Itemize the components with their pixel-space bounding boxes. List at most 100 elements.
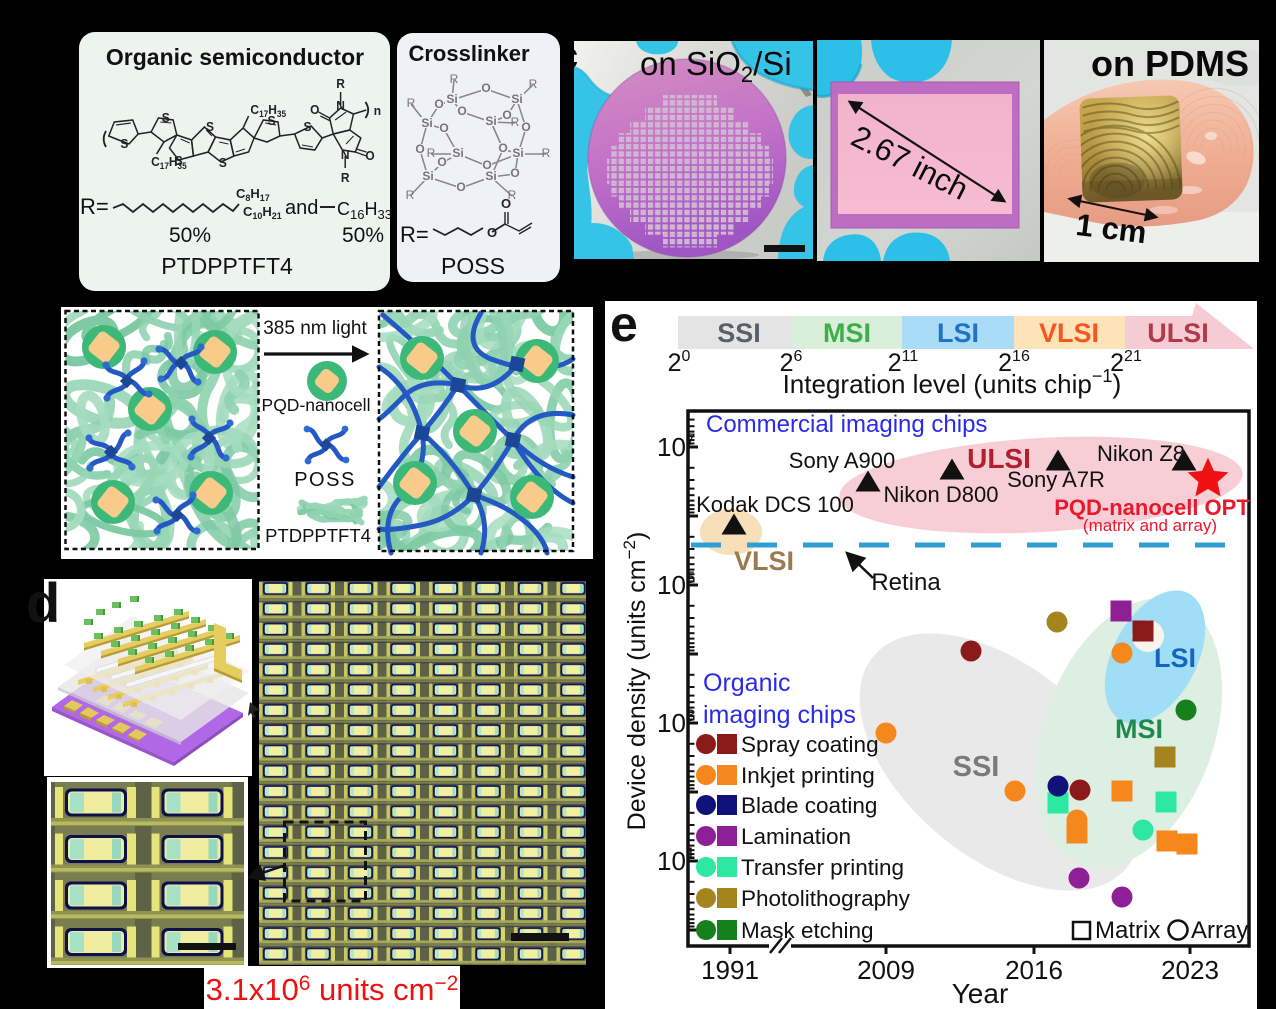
svg-text:Array: Array (1191, 917, 1248, 944)
svg-text:SSI: SSI (717, 318, 761, 348)
svg-text:O: O (310, 103, 320, 118)
svg-text:S: S (303, 120, 311, 135)
svg-text:221: 221 (1110, 348, 1142, 377)
svg-text:Matrix: Matrix (1095, 917, 1160, 944)
svg-text:PQD-nanocell OPT: PQD-nanocell OPT (1054, 495, 1250, 520)
svg-text:POSS: POSS (441, 253, 505, 279)
svg-text:Device density (units cm−2): Device density (units cm−2) (620, 532, 651, 831)
svg-text:Si: Si (452, 146, 463, 160)
svg-text:Photolithography: Photolithography (741, 886, 911, 911)
svg-text:S: S (268, 114, 276, 129)
svg-text:on SiO2/Si: on SiO2/Si (640, 45, 792, 87)
svg-text:Spray coating: Spray coating (741, 732, 879, 757)
svg-text:R: R (336, 77, 345, 92)
svg-text:(matrix and array): (matrix and array) (1083, 516, 1217, 535)
svg-text:ULSI: ULSI (967, 443, 1031, 474)
svg-text:S: S (206, 120, 214, 135)
svg-text:e: e (610, 301, 638, 352)
svg-text:Year: Year (952, 978, 1009, 1009)
svg-text:and: and (285, 197, 318, 219)
svg-text:PTDPPTFT4: PTDPPTFT4 (265, 525, 371, 546)
svg-text:O: O (487, 225, 497, 240)
svg-text:LSI: LSI (937, 318, 979, 348)
svg-text:O: O (510, 166, 519, 180)
svg-text:Sony A900: Sony A900 (789, 448, 895, 473)
svg-text:N: N (341, 148, 350, 163)
svg-text:R: R (511, 115, 520, 129)
svg-text:Si: Si (446, 92, 457, 106)
svg-text:O: O (365, 149, 375, 164)
svg-text:PTDPPTFT4: PTDPPTFT4 (161, 253, 293, 279)
svg-text:Organic: Organic (703, 669, 791, 697)
svg-text:VLSI: VLSI (734, 546, 794, 576)
svg-text:O: O (415, 142, 424, 156)
svg-text:R: R (542, 146, 551, 160)
svg-text:Retina: Retina (871, 569, 941, 596)
svg-text:R: R (406, 188, 415, 202)
svg-text:1991: 1991 (701, 955, 759, 985)
svg-text:O: O (481, 81, 490, 95)
svg-text:O: O (501, 196, 511, 211)
svg-text:S: S (219, 156, 227, 171)
svg-text:R: R (508, 188, 517, 202)
svg-text:Mask etching: Mask etching (741, 918, 874, 943)
svg-text:2016: 2016 (1005, 955, 1063, 985)
svg-text:on PDMS: on PDMS (1091, 43, 1249, 84)
svg-text:2009: 2009 (857, 955, 915, 985)
svg-text:S: S (162, 111, 170, 126)
svg-text:PQD-nanocell: PQD-nanocell (262, 395, 371, 415)
svg-text:Commercial imaging chips: Commercial imaging chips (706, 411, 987, 438)
svg-text:O: O (521, 120, 530, 134)
svg-text:MSI: MSI (1115, 714, 1163, 744)
svg-text:R: R (529, 77, 538, 91)
svg-text:O: O (439, 121, 448, 135)
svg-text:Transfer printing: Transfer printing (741, 855, 904, 880)
svg-text:O: O (457, 104, 466, 118)
svg-text:O: O (434, 97, 443, 111)
svg-text:O: O (437, 155, 446, 169)
svg-text:LSI: LSI (1154, 643, 1196, 673)
svg-text:Si: Si (485, 114, 496, 128)
svg-text:SSI: SSI (953, 751, 1000, 783)
svg-text:n: n (374, 104, 381, 119)
svg-text:R: R (407, 96, 416, 110)
svg-text:385 nm light: 385 nm light (263, 318, 367, 339)
svg-text:Blade coating: Blade coating (741, 793, 877, 818)
svg-text:Integration level (units chip−: Integration level (units chip−1) (783, 366, 1122, 399)
svg-text:O: O (482, 158, 491, 172)
svg-text:Organic semiconductor: Organic semiconductor (106, 44, 364, 70)
svg-text:R: R (341, 171, 350, 186)
svg-text:2023: 2023 (1161, 955, 1219, 985)
svg-text:S: S (120, 137, 128, 152)
svg-text:c: c (574, 41, 578, 78)
svg-text:50%: 50% (169, 224, 211, 247)
svg-text:R: R (427, 146, 436, 160)
svg-text:O: O (456, 180, 465, 194)
svg-text:R: R (450, 72, 459, 86)
svg-text:Lamination: Lamination (741, 824, 851, 849)
svg-text:MSI: MSI (823, 318, 871, 348)
svg-text:O: O (502, 108, 511, 122)
svg-text:ULSI: ULSI (1147, 318, 1209, 348)
svg-text:R=: R= (80, 194, 109, 219)
svg-text:Si: Si (511, 92, 522, 106)
svg-text:Nikon D800: Nikon D800 (884, 482, 999, 507)
svg-text:N: N (336, 99, 345, 114)
svg-text:Nikon Z8: Nikon Z8 (1097, 441, 1185, 466)
svg-text:Inkjet printing: Inkjet printing (741, 763, 875, 788)
svg-text:1 cm: 1 cm (1074, 207, 1148, 250)
svg-text:Si: Si (421, 116, 432, 130)
svg-text:Kodak DCS 100: Kodak DCS 100 (696, 492, 854, 517)
svg-text:R=: R= (400, 222, 429, 247)
svg-text:Sony A7R: Sony A7R (1007, 467, 1105, 492)
svg-text:50%: 50% (342, 224, 384, 247)
svg-text:Si: Si (485, 169, 496, 183)
svg-text:Si: Si (422, 169, 433, 183)
svg-text:Si: Si (512, 146, 523, 160)
svg-text:imaging chips: imaging chips (703, 701, 856, 729)
svg-text:Crosslinker: Crosslinker (408, 41, 529, 66)
svg-text:POSS: POSS (294, 469, 356, 491)
svg-text:VLSI: VLSI (1039, 318, 1099, 348)
svg-text:S: S (175, 154, 183, 169)
svg-text:O: O (498, 141, 507, 155)
